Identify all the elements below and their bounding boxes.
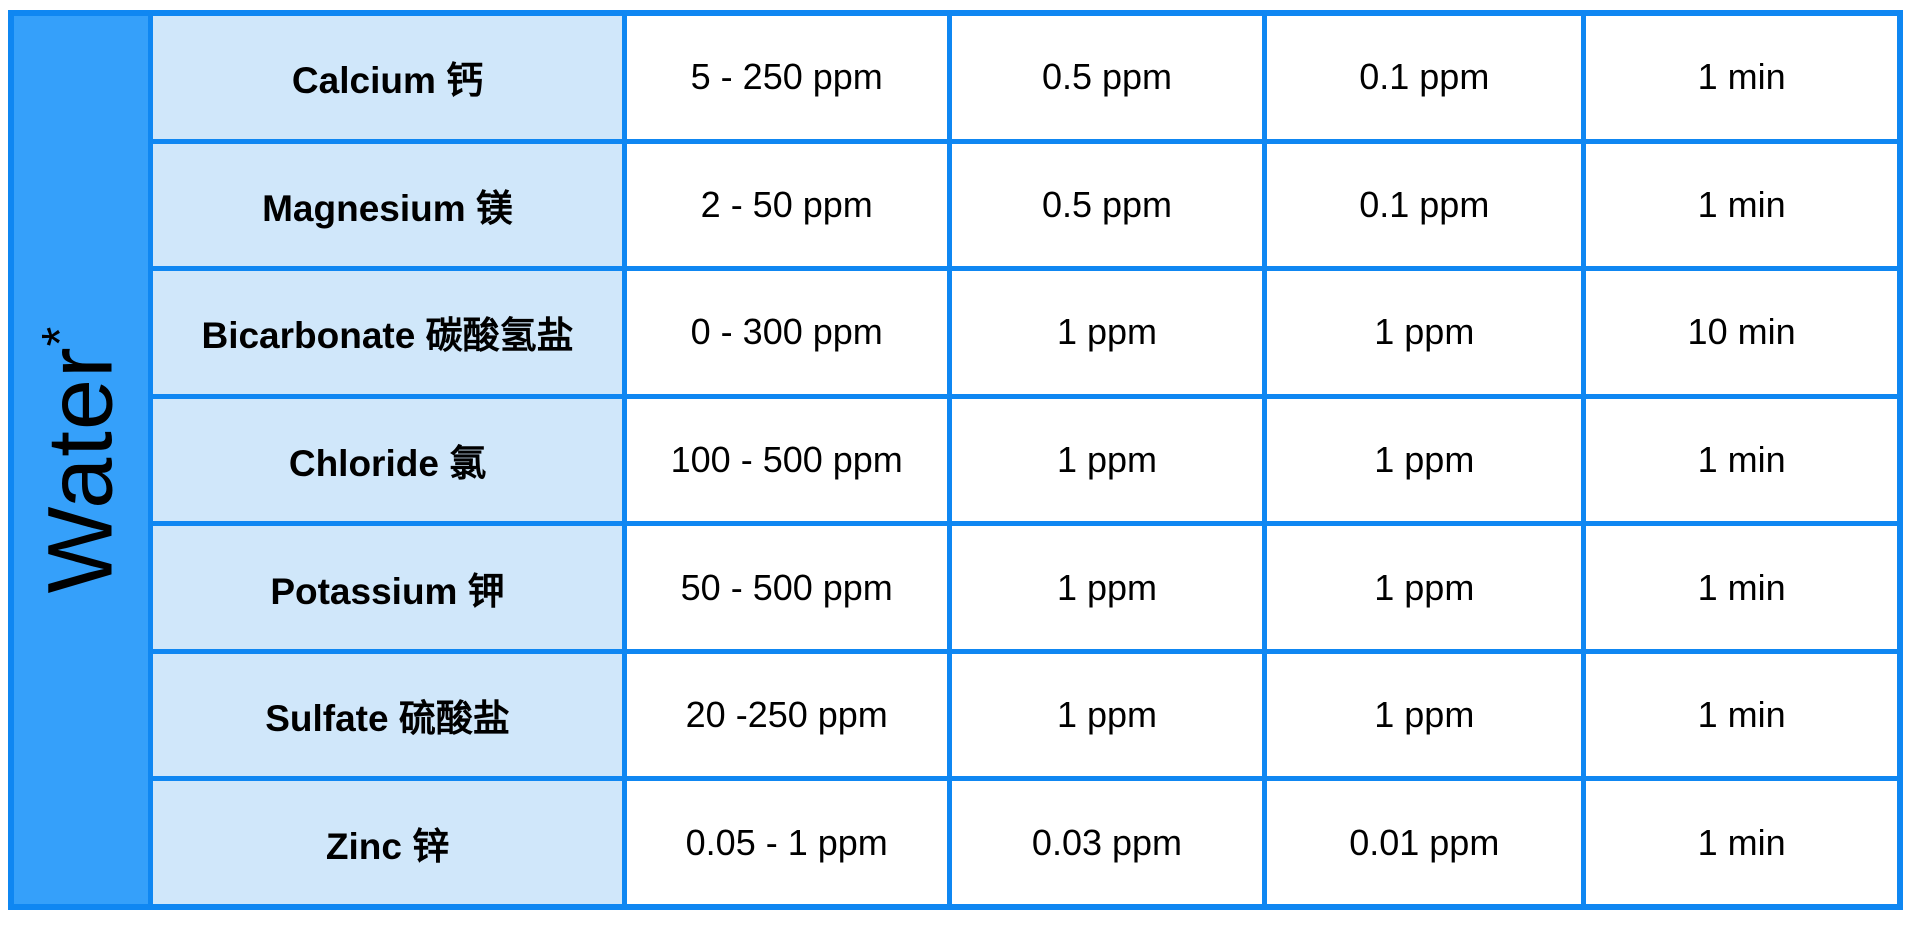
water-group-asterisk: *: [31, 326, 89, 347]
range-cell: 0 - 300 ppm: [626, 271, 947, 394]
substance-cell: Potassium 钾: [153, 526, 622, 649]
value-b-cell: 1 ppm: [1267, 653, 1582, 777]
value-b-cell: 0.1 ppm: [1267, 143, 1582, 267]
substance-cell: Bicarbonate 碳酸氢盐: [153, 271, 622, 394]
range-cell: 0.05 - 1 ppm: [626, 781, 947, 904]
substance-cell: Sulfate 硫酸盐: [153, 653, 622, 777]
value-b-cell: 1 ppm: [1267, 526, 1582, 649]
value-b-cell: 0.1 ppm: [1267, 16, 1582, 139]
substance-cell: Zinc 锌: [153, 781, 622, 904]
range-cell: 100 - 500 ppm: [626, 398, 947, 522]
range-cell: 2 - 50 ppm: [626, 143, 947, 267]
value-a-cell: 0.5 ppm: [951, 16, 1263, 139]
time-cell: 1 min: [1586, 781, 1897, 904]
range-cell: 5 - 250 ppm: [626, 16, 947, 139]
water-group-label: Water*: [29, 326, 134, 594]
time-cell: 1 min: [1586, 16, 1897, 139]
substance-cell: Chloride 氯: [153, 398, 622, 522]
time-cell: 1 min: [1586, 526, 1897, 649]
value-a-cell: 1 ppm: [951, 398, 1263, 522]
time-cell: 1 min: [1586, 398, 1897, 522]
value-a-cell: 1 ppm: [951, 526, 1263, 649]
value-b-cell: 1 ppm: [1267, 398, 1582, 522]
water-group-header-cell: Water*: [14, 16, 149, 904]
value-b-cell: 0.01 ppm: [1267, 781, 1582, 904]
water-group-label-text: Water: [29, 346, 132, 594]
value-b-cell: 1 ppm: [1267, 271, 1582, 394]
time-cell: 10 min: [1586, 271, 1897, 394]
range-cell: 20 -250 ppm: [626, 653, 947, 777]
range-cell: 50 - 500 ppm: [626, 526, 947, 649]
value-a-cell: 1 ppm: [951, 653, 1263, 777]
water-parameters-table: Water* Calcium 钙 5 - 250 ppm 0.5 ppm 0.1…: [8, 10, 1903, 910]
substance-cell: Magnesium 镁: [153, 143, 622, 267]
time-cell: 1 min: [1586, 143, 1897, 267]
value-a-cell: 0.5 ppm: [951, 143, 1263, 267]
substance-cell: Calcium 钙: [153, 16, 622, 139]
time-cell: 1 min: [1586, 653, 1897, 777]
value-a-cell: 0.03 ppm: [951, 781, 1263, 904]
value-a-cell: 1 ppm: [951, 271, 1263, 394]
